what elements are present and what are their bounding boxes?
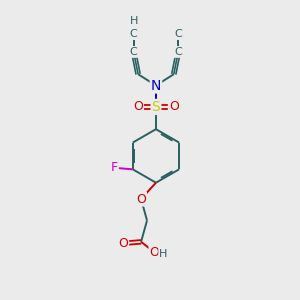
Text: H: H — [130, 16, 138, 26]
Text: O: O — [136, 193, 146, 206]
Text: H: H — [159, 249, 168, 259]
Text: O: O — [118, 237, 128, 250]
Text: O: O — [169, 100, 179, 113]
Text: F: F — [111, 161, 118, 174]
Text: N: N — [151, 79, 161, 92]
Text: C: C — [174, 29, 182, 39]
Text: O: O — [133, 100, 143, 113]
Text: C: C — [130, 29, 137, 39]
Text: S: S — [152, 100, 160, 114]
Text: C: C — [174, 47, 182, 57]
Text: C: C — [130, 47, 137, 57]
Text: O: O — [149, 246, 159, 259]
